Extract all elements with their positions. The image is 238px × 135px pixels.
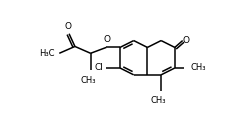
Text: O: O — [104, 36, 111, 45]
Text: CH₃: CH₃ — [150, 96, 166, 105]
Text: CH₃: CH₃ — [81, 76, 96, 85]
Text: Cl: Cl — [94, 63, 103, 72]
Text: O: O — [183, 36, 190, 45]
Text: CH₃: CH₃ — [190, 63, 206, 72]
Text: H₃C: H₃C — [39, 49, 54, 58]
Text: O: O — [64, 22, 72, 31]
